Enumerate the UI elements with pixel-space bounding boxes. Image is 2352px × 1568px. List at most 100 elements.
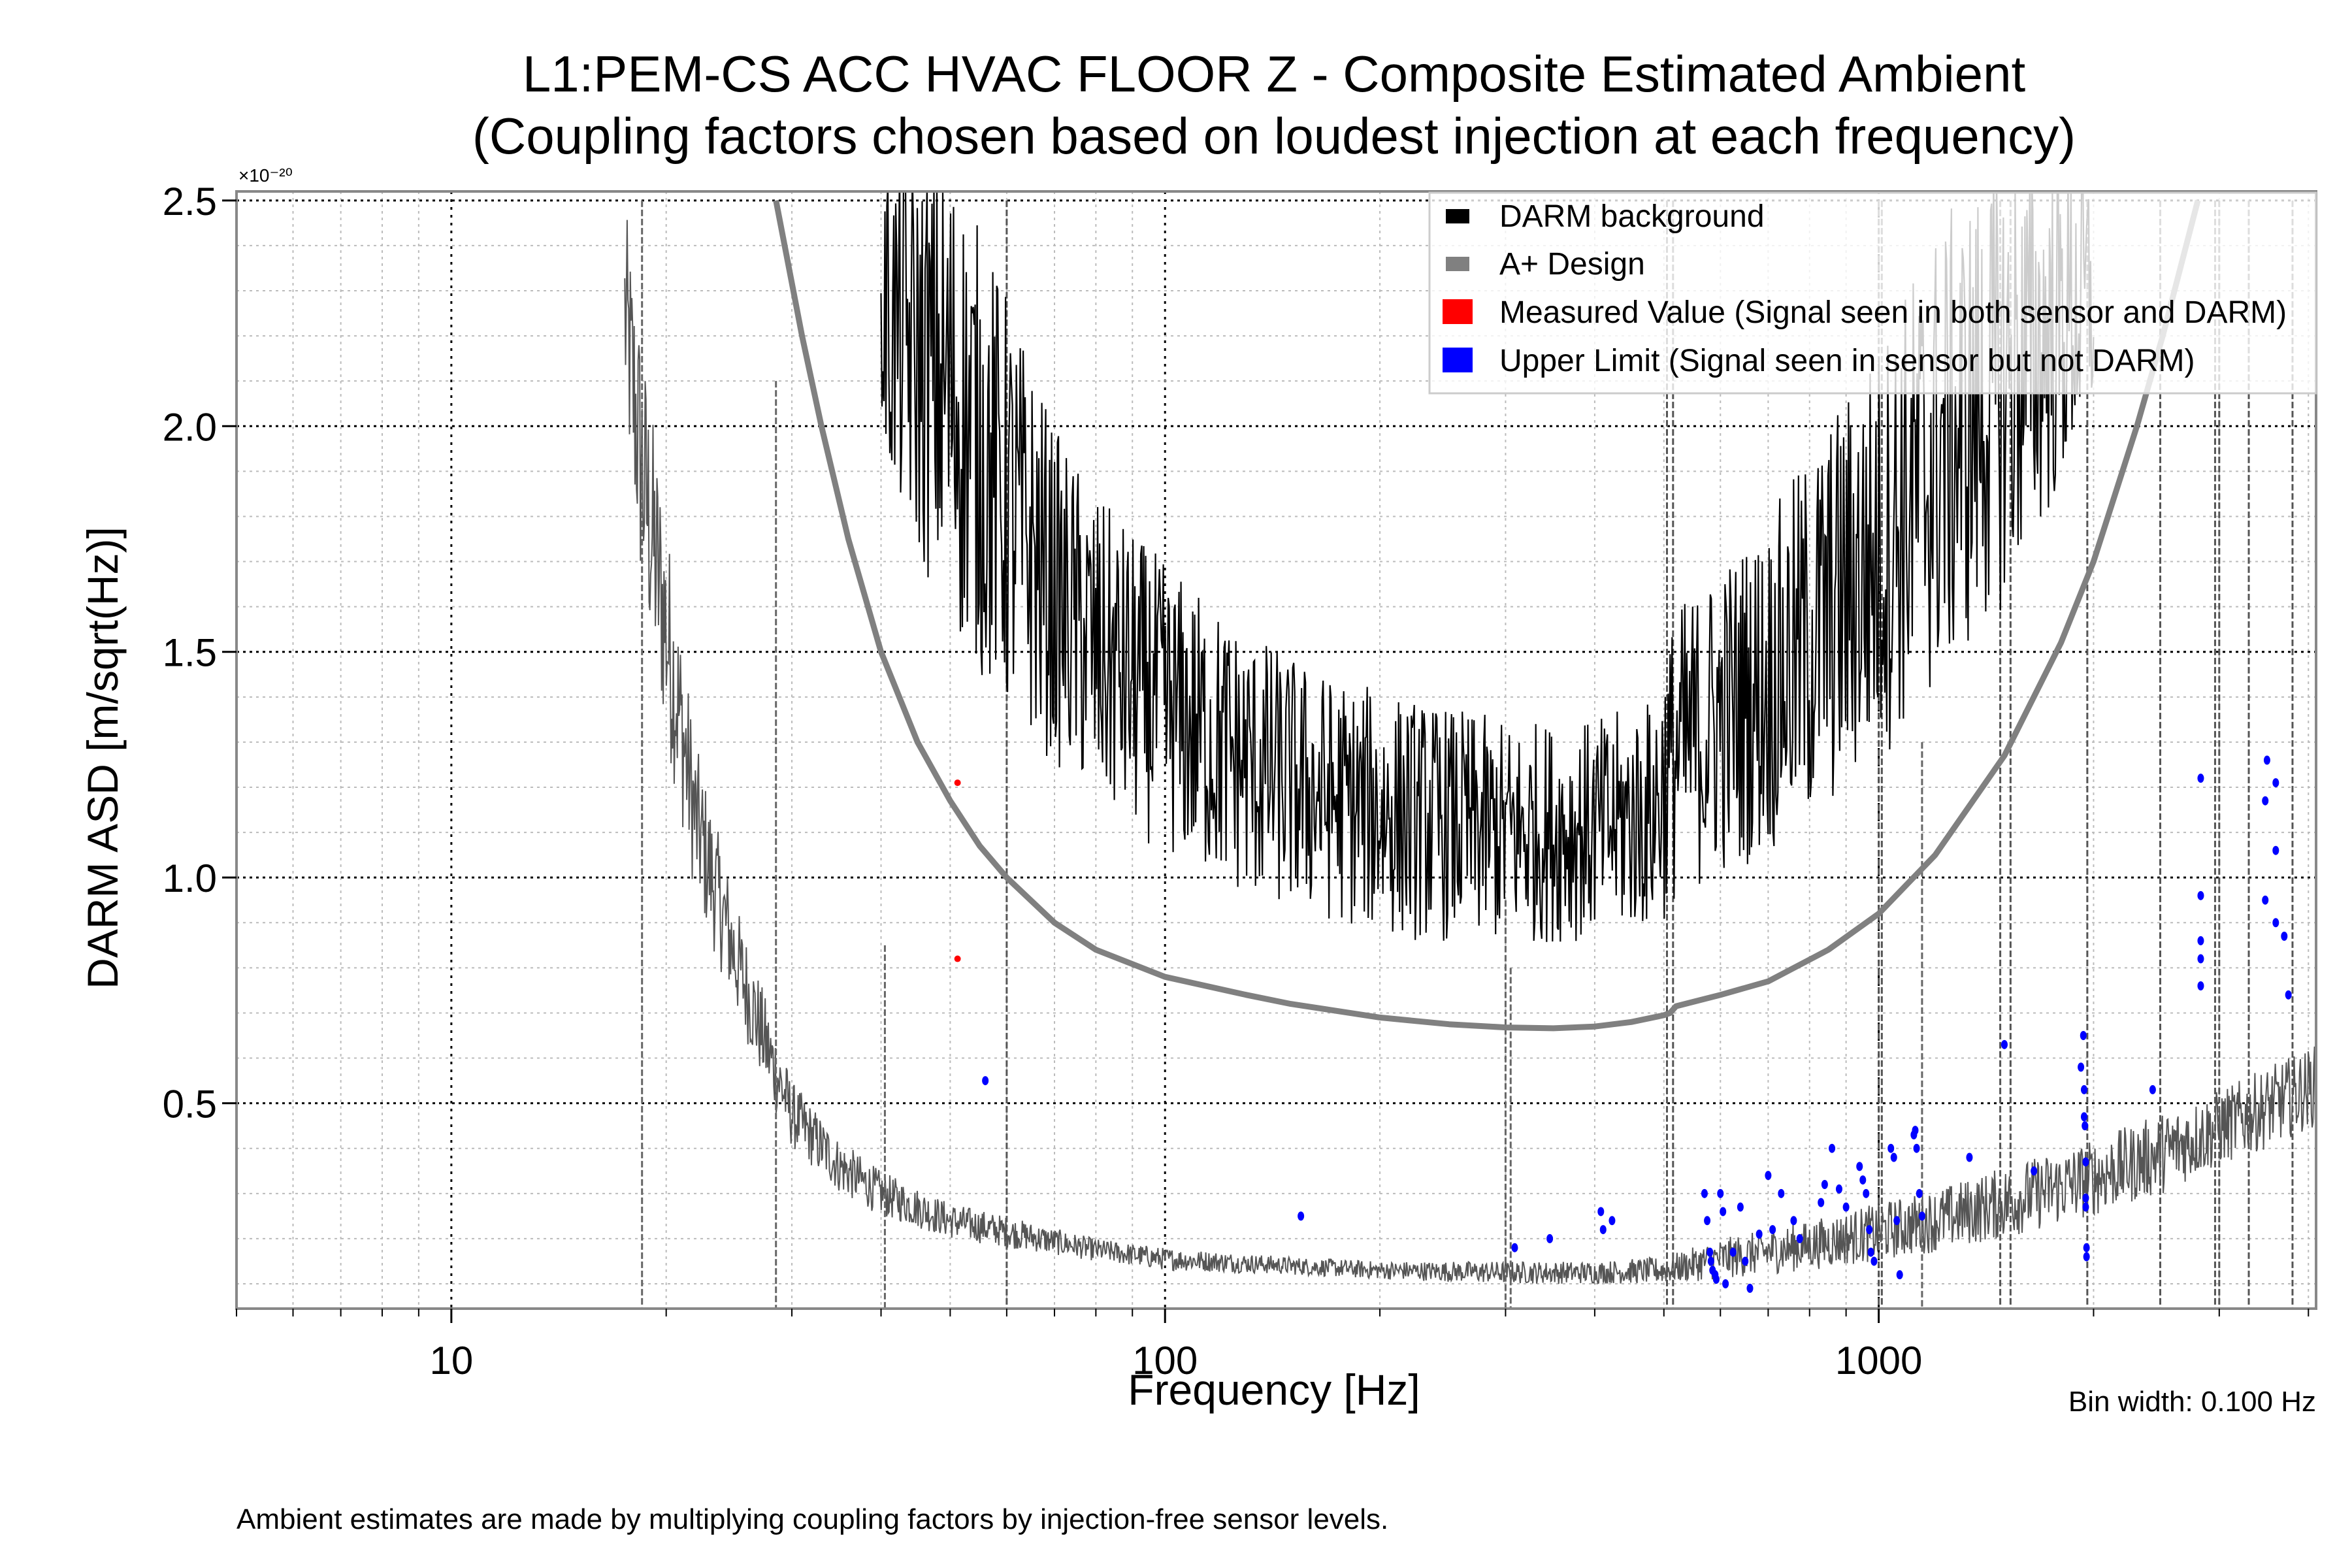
upper-limit-point (2285, 990, 2292, 1000)
upper-limit-point (1870, 1256, 1878, 1266)
upper-limit-point (1887, 1143, 1895, 1153)
upper-limit-point (1765, 1171, 1772, 1181)
upper-limit-point (1707, 1247, 1714, 1257)
upper-limit-point (1796, 1233, 1803, 1243)
upper-limit-point (2149, 1085, 2156, 1094)
upper-limit-point (2082, 1157, 2089, 1167)
upper-limit-point (2080, 1085, 2087, 1094)
series-darm-background-trace (880, 191, 2095, 942)
upper-limit-point (1859, 1175, 1867, 1185)
upper-limit-point (1918, 1211, 1925, 1221)
upper-limit-point (1546, 1233, 1554, 1243)
upper-limit-point (1746, 1283, 1754, 1293)
footnote: Ambient estimates are made by multiplyin… (237, 1503, 1388, 1535)
upper-limit-point (2080, 1031, 2087, 1040)
y-tick-label: 1.0 (163, 857, 217, 900)
series-aplus-design (773, 199, 2201, 1032)
legend-label-aplus: A+ Design (1499, 247, 1645, 282)
y-tick-label: 0.5 (163, 1083, 217, 1126)
legend-swatch-measured (1443, 299, 1473, 324)
bin-width-note: Bin width: 0.100 Hz (2068, 1386, 2316, 1418)
upper-limit-point (1893, 1216, 1901, 1226)
upper-limit-point (1707, 1256, 1714, 1266)
upper-limit-point (2272, 778, 2279, 788)
x-tick-label: 100 (1132, 1339, 1198, 1382)
x-axis-label: Frequency [Hz] (1128, 1365, 1420, 1414)
upper-limit-point (1835, 1184, 1842, 1194)
upper-limit-point (2197, 774, 2204, 783)
upper-limit-point (1866, 1225, 1873, 1235)
axis-ticks: 10 100 1000 0.5 1.0 1.5 2.0 2.5 (163, 180, 2310, 1382)
y-axis-label: DARM ASD [m/sqrt(Hz)] (78, 527, 127, 989)
y-offset-label: ×10⁻²⁰ (238, 165, 293, 186)
legend-box (1428, 191, 2317, 395)
upper-limit-point (2001, 1039, 2008, 1049)
upper-limit-point (1818, 1198, 1825, 1207)
chart-title: L1:PEM-CS ACC HVAC FLOOR Z - Composite E… (523, 45, 2026, 103)
legend: DARM background A+ Design Measured Value… (1428, 191, 2317, 395)
upper-limit-point (2281, 932, 2288, 941)
legend-swatch-aplus (1446, 257, 1469, 271)
upper-limit-point (1712, 1275, 1720, 1284)
upper-limit-point (1912, 1126, 1919, 1135)
series-darm-background (880, 191, 2095, 942)
upper-limit-point (1742, 1256, 1749, 1266)
upper-limit-point (1720, 1207, 1727, 1217)
upper-limit-point (1778, 1188, 1785, 1198)
x-tick-label: 10 (429, 1339, 473, 1382)
y-tick-label: 2.5 (163, 180, 217, 223)
y-tick-label: 1.5 (163, 631, 217, 675)
upper-limit-point (1722, 1279, 1729, 1288)
upper-limit-point (1737, 1202, 1744, 1212)
upper-limit-point (2080, 1112, 2087, 1122)
upper-limit-point (2083, 1243, 2090, 1252)
legend-label-darm: DARM background (1499, 199, 1765, 234)
legend-swatch-darm (1446, 209, 1469, 223)
measured-value-point (954, 779, 961, 787)
x-tick-label: 1000 (1835, 1339, 1922, 1382)
legend-label-upper: Upper Limit (Signal seen in sensor but n… (1499, 344, 2195, 378)
upper-limit-point (2197, 890, 2204, 900)
upper-limit-point (1890, 1152, 1897, 1162)
legend-swatch-upper (1443, 348, 1473, 372)
measured-value-point (954, 955, 961, 962)
upper-limit-point (1867, 1247, 1874, 1257)
upper-limit-point (2272, 918, 2279, 928)
upper-limit-point (982, 1076, 989, 1086)
upper-limit-point (2262, 796, 2269, 806)
upper-limit-point (2082, 1193, 2089, 1203)
upper-limit-point (1298, 1211, 1305, 1221)
upper-limit-point (2263, 755, 2270, 765)
upper-limit-point (1916, 1188, 1923, 1198)
upper-limit-point (1769, 1225, 1776, 1235)
upper-limit-point (2031, 1166, 2038, 1176)
upper-limit-point (1599, 1225, 1607, 1235)
upper-limit-point (1597, 1207, 1605, 1217)
upper-limit-point (1790, 1216, 1797, 1226)
upper-limit-point (2197, 954, 2204, 964)
upper-limit-point (1609, 1216, 1616, 1226)
y-tick-label: 2.0 (163, 405, 217, 449)
upper-limit-point (2262, 895, 2269, 905)
upper-limit-point (1717, 1188, 1724, 1198)
upper-limit-point (1863, 1188, 1870, 1198)
upper-limit-point (2197, 936, 2204, 945)
upper-limit-point (2197, 981, 2204, 990)
upper-limit-point (1729, 1247, 1737, 1257)
upper-limit-point (2083, 1252, 2090, 1262)
upper-limit-point (1756, 1230, 1763, 1239)
chart-subtitle: (Coupling factors chosen based on loudes… (472, 107, 2076, 165)
upper-limit-point (2272, 845, 2279, 855)
upper-limit-point (1704, 1216, 1711, 1226)
upper-limit-point (1842, 1202, 1850, 1212)
upper-limit-point (1856, 1162, 1863, 1171)
upper-limit-point (2082, 1121, 2089, 1131)
upper-limit-point (2082, 1202, 2089, 1212)
upper-limit-point (1829, 1143, 1836, 1153)
legend-label-measured: Measured Value (Signal seen in both sens… (1499, 295, 2287, 330)
upper-limit-point (1701, 1188, 1708, 1198)
upper-limit-point (1896, 1270, 1903, 1280)
upper-limit-point (1966, 1152, 1973, 1162)
upper-limit-point (2078, 1062, 2085, 1072)
